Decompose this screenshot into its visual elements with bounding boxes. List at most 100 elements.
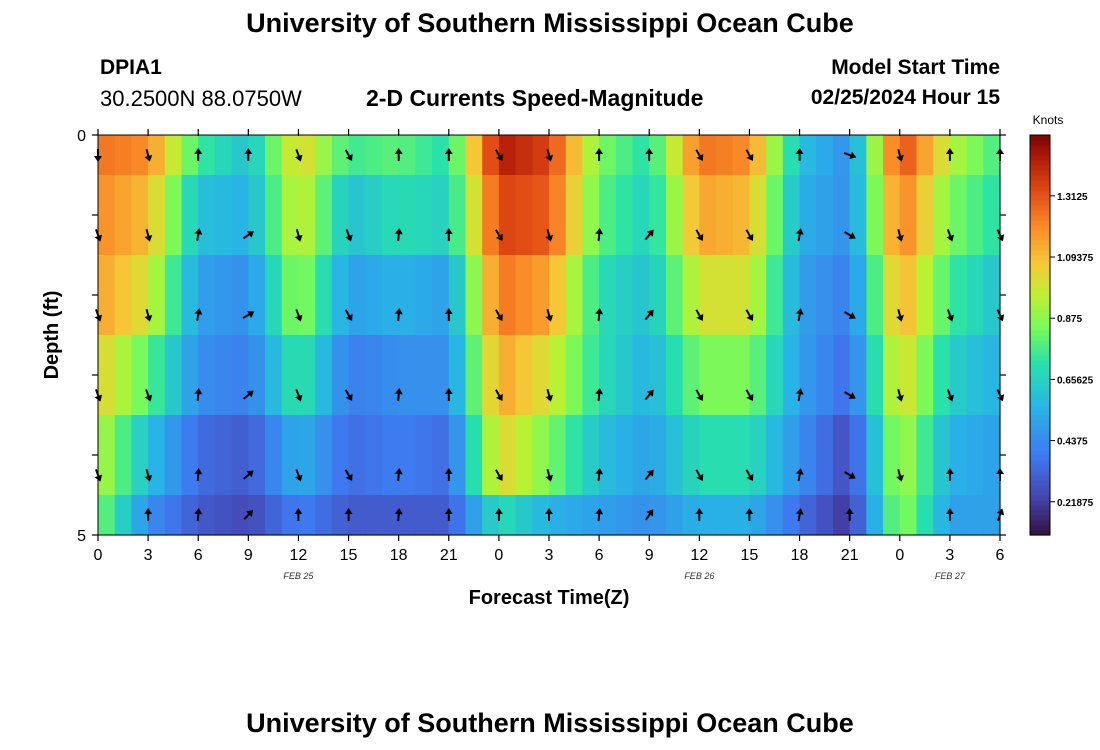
heatmap-cell <box>949 255 968 336</box>
heatmap-cell <box>281 335 300 416</box>
heatmap-cell <box>832 495 851 536</box>
colorbar-tick-label: 0.21875 <box>1057 498 1094 509</box>
heatmap-cell <box>365 135 383 176</box>
heatmap-cell <box>298 495 316 536</box>
current-arrow-head <box>246 230 255 238</box>
current-arrow <box>795 468 804 482</box>
heatmap-cell <box>465 415 483 496</box>
station-coordinates: 30.2500N 88.0750W <box>100 86 302 111</box>
current-arrow-head <box>144 474 153 482</box>
heatmap-cell <box>231 335 249 416</box>
current-arrow-head <box>896 474 904 482</box>
colorbar-swatch <box>1030 245 1050 251</box>
current-arrow-head <box>444 148 453 154</box>
current-arrow <box>896 308 904 322</box>
heatmap-cell <box>482 335 500 416</box>
heatmap-cell <box>849 255 867 336</box>
heatmap-cell <box>699 175 717 256</box>
current-arrow <box>745 309 754 322</box>
heatmap-cell <box>498 495 517 536</box>
heatmap-cell <box>331 495 350 536</box>
heatmap-cell <box>432 175 450 256</box>
current-arrow-head <box>244 148 253 154</box>
page-title-top: University of Southern Mississippi Ocean… <box>246 8 854 38</box>
heatmap-cell <box>849 175 867 256</box>
current-arrow <box>745 508 754 521</box>
current-arrow <box>194 308 203 322</box>
heatmap-cell <box>782 175 801 256</box>
heatmap-cell <box>131 175 149 256</box>
x-tick-label: 15 <box>340 547 358 564</box>
current-arrow-head <box>746 233 754 242</box>
current-arrow <box>244 148 253 161</box>
heatmap-cell <box>866 335 884 416</box>
heatmap-cell <box>799 495 817 536</box>
heatmap-cell <box>181 415 199 496</box>
heatmap-cell <box>615 255 634 336</box>
current-arrow-head <box>294 154 303 162</box>
colorbar-swatch <box>1030 450 1050 456</box>
heatmap-cell <box>682 415 700 496</box>
heatmap-cell <box>716 415 734 496</box>
heatmap-cell <box>348 415 366 496</box>
heatmap-cell <box>615 175 634 256</box>
current-arrow-head <box>795 148 804 154</box>
current-arrow <box>394 228 403 242</box>
heatmap-cell <box>933 135 951 176</box>
heatmap-cell <box>432 415 450 496</box>
current-arrow <box>344 149 353 162</box>
current-arrow-head <box>545 394 554 402</box>
current-arrow <box>294 309 303 322</box>
heatmap-cell <box>398 175 416 256</box>
heatmap-cell <box>782 255 801 336</box>
heatmap-cell <box>265 335 283 416</box>
current-arrow-head <box>294 394 303 402</box>
x-tick-label: 0 <box>494 547 503 564</box>
colorbar-swatch <box>1030 255 1050 261</box>
colorbar-swatch <box>1030 280 1050 286</box>
current-arrow-head <box>495 233 503 242</box>
heatmap-cell <box>732 415 751 496</box>
current-arrow <box>294 469 303 482</box>
current-arrow-head <box>696 473 704 482</box>
colorbar-swatch <box>1030 375 1050 381</box>
heatmap-cell <box>565 495 583 536</box>
current-arrow <box>795 508 804 522</box>
colorbar <box>1029 134 1051 536</box>
heatmap-cell <box>599 335 617 416</box>
current-arrow <box>194 148 203 161</box>
heatmap-cell <box>582 335 600 416</box>
current-arrow-head <box>646 509 654 517</box>
heatmap-cell <box>465 495 483 536</box>
heatmap-cell <box>849 335 867 416</box>
x-tick-label: 6 <box>996 547 1005 564</box>
current-arrow <box>495 309 503 322</box>
heatmap-cell <box>632 175 650 256</box>
heatmap-cell <box>799 415 817 496</box>
colorbar-swatch <box>1030 135 1050 141</box>
heatmap-cell <box>649 415 667 496</box>
colorbar-tick-label: 0.4375 <box>1057 437 1088 448</box>
current-arrow-head <box>945 468 954 474</box>
heatmap-cell <box>365 255 383 336</box>
colorbar-tick-label: 0.65625 <box>1057 375 1094 386</box>
current-arrow-head <box>545 474 554 482</box>
heatmap-cell <box>248 255 266 336</box>
colorbar-swatch <box>1030 225 1050 231</box>
heatmap-cell <box>248 415 266 496</box>
heatmap-cell <box>164 255 183 336</box>
current-arrow-head <box>294 474 303 482</box>
colorbar-swatch <box>1030 220 1050 226</box>
heatmap-cell <box>331 255 350 336</box>
heatmap-cell <box>732 175 751 256</box>
colorbar-swatch <box>1030 305 1050 311</box>
heatmap-cell <box>832 335 851 416</box>
colorbar-swatch <box>1030 165 1050 171</box>
current-arrow-head <box>646 229 654 237</box>
current-arrow <box>843 151 857 160</box>
heatmap-cell <box>749 335 767 416</box>
heatmap-cell <box>782 495 801 536</box>
heatmap-cell <box>348 255 366 336</box>
current-arrow <box>444 148 453 161</box>
x-tick-label: 18 <box>390 547 408 564</box>
